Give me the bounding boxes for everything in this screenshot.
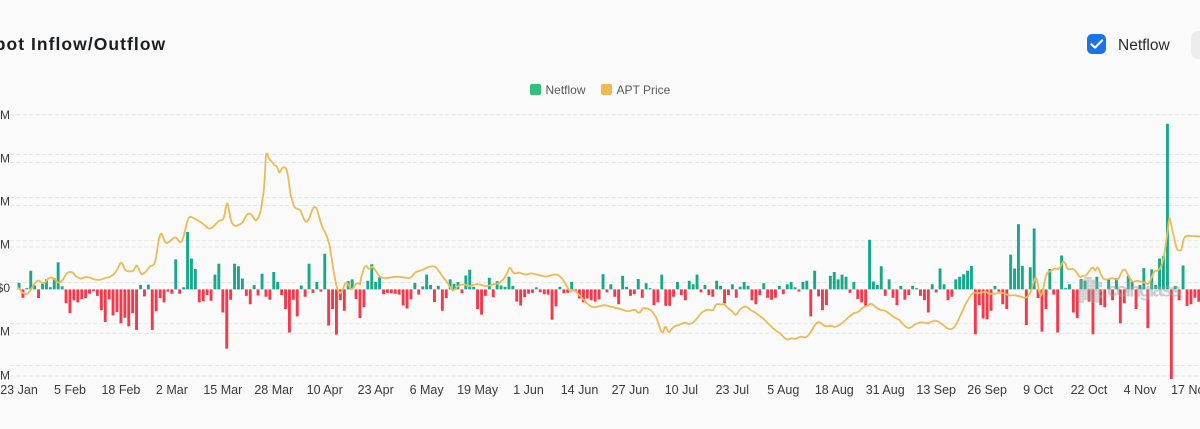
svg-text:23 Jul: 23 Jul (716, 383, 749, 397)
svg-text:10 Apr: 10 Apr (307, 383, 343, 397)
svg-text:23 Jan: 23 Jan (0, 383, 38, 397)
svg-text:$30M: $30M (0, 152, 10, 166)
svg-text:9 Oct: 9 Oct (1023, 383, 1053, 397)
svg-text:2 Mar: 2 Mar (156, 383, 188, 397)
svg-text:19 May: 19 May (457, 383, 499, 397)
svg-text:-$20M: -$20M (0, 369, 10, 383)
svg-text:18 Feb: 18 Feb (101, 383, 140, 397)
svg-text:13 Sep: 13 Sep (916, 383, 956, 397)
svg-text:6 May: 6 May (410, 383, 445, 397)
svg-text:$40M: $40M (0, 108, 10, 122)
svg-text:14 Jun: 14 Jun (561, 383, 599, 397)
svg-text:4 Nov: 4 Nov (1124, 383, 1157, 397)
svg-text:$10M: $10M (0, 238, 10, 252)
svg-text:$20M: $20M (0, 195, 10, 209)
svg-text:$0: $0 (0, 281, 10, 295)
svg-text:1 Jun: 1 Jun (513, 383, 544, 397)
svg-text:22 Oct: 22 Oct (1071, 383, 1108, 397)
svg-text:5 Feb: 5 Feb (54, 383, 86, 397)
svg-text:31 Aug: 31 Aug (866, 383, 905, 397)
svg-text:26 Sep: 26 Sep (967, 383, 1007, 397)
svg-text:17 Nov: 17 Nov (1171, 383, 1200, 397)
svg-text:23 Apr: 23 Apr (358, 383, 394, 397)
svg-text:18 Aug: 18 Aug (815, 383, 854, 397)
svg-text:5 Aug: 5 Aug (767, 383, 799, 397)
svg-text:28 Mar: 28 Mar (254, 383, 293, 397)
svg-text:15 Mar: 15 Mar (203, 383, 242, 397)
svg-text:10 Jul: 10 Jul (665, 383, 698, 397)
svg-text:-$10M: -$10M (0, 325, 10, 339)
svg-text:coinglass: coinglass (1107, 280, 1181, 302)
svg-text:27 Jun: 27 Jun (612, 383, 650, 397)
